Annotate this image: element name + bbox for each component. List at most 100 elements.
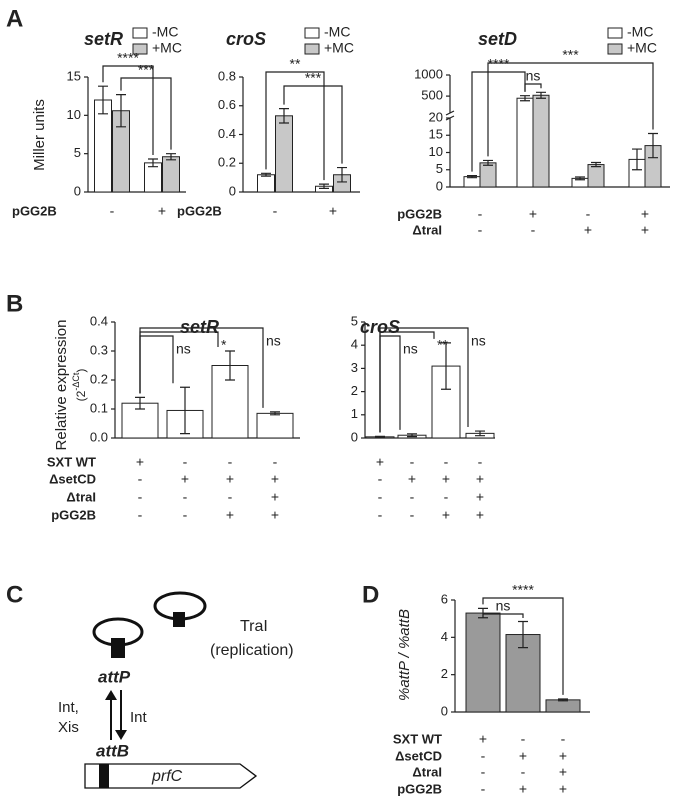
y-tick-label: 0 — [229, 183, 236, 198]
condition-sign: + — [476, 471, 484, 487]
bar — [162, 156, 180, 193]
significance-bracket — [482, 613, 524, 618]
legend-swatch — [607, 43, 623, 55]
condition-sign: - — [228, 454, 233, 470]
label: TraI — [240, 618, 268, 635]
bar — [532, 94, 550, 188]
condition-sign: - — [410, 454, 415, 470]
significance-label: ** — [290, 56, 301, 72]
significance-label: ** — [437, 337, 448, 353]
y-tick-label: 3 — [351, 360, 358, 375]
significance-label: **** — [117, 50, 139, 66]
significance-label: ns — [176, 341, 191, 357]
panel-label: C — [6, 581, 23, 608]
label: Xis — [58, 719, 79, 736]
chart-title: setR — [84, 29, 123, 49]
significance-label: ns — [496, 598, 511, 614]
error-bar — [337, 166, 347, 183]
label: attB — [96, 741, 129, 760]
diagram: TraI (replication) attP Int, Xis Int att… — [58, 591, 294, 789]
condition-sign: - — [138, 471, 143, 487]
y-tick-label: 4 — [351, 337, 358, 352]
bar — [479, 162, 497, 188]
condition-sign: + — [271, 471, 279, 487]
condition-sign: + — [442, 507, 450, 523]
condition-sign: + — [641, 206, 649, 222]
condition-sign: - — [444, 489, 449, 505]
condition-label: pGG2B — [397, 206, 442, 221]
arrowhead — [105, 690, 117, 700]
bar — [545, 699, 581, 713]
bar-chart: 0 5 10 15 setR Miller units -MC+MC pGG2B - + *****… — [12, 24, 186, 219]
y-tick-label: 5 — [436, 161, 443, 176]
significance-label: *** — [305, 70, 322, 86]
bar — [256, 412, 294, 439]
error-bar — [518, 620, 528, 649]
significance-bracket — [139, 327, 264, 408]
condition-sign: - — [586, 206, 591, 222]
significance-label: * — [221, 337, 227, 353]
y-tick-label: 0.6 — [218, 97, 236, 112]
att-site — [111, 638, 125, 658]
gene-label: prfC — [151, 768, 183, 785]
significance-bracket — [102, 65, 154, 156]
condition-sign: - — [110, 203, 115, 219]
error-bar — [632, 148, 642, 171]
legend-swatch — [132, 43, 148, 55]
error-bar — [98, 85, 108, 115]
error-bar — [148, 158, 158, 168]
error-bar — [135, 396, 145, 410]
error-bar — [536, 91, 546, 99]
y-tick-label: 15 — [67, 68, 81, 83]
error-bar — [261, 172, 271, 177]
condition-label: pGG2B — [51, 507, 96, 522]
y-axis-label: Relative expression — [53, 320, 70, 451]
condition-sign: - — [183, 507, 188, 523]
error-bar — [180, 386, 190, 435]
condition-sign: + — [136, 454, 144, 470]
legend-swatch — [304, 27, 320, 39]
significance-label: ns — [266, 333, 281, 349]
condition-sign: - — [478, 222, 483, 238]
condition-label: ΔtraI — [412, 222, 442, 237]
condition-sign: - — [378, 507, 383, 523]
condition-sign: - — [378, 489, 383, 505]
label: attP — [98, 667, 131, 686]
y-tick-label: 500 — [421, 88, 443, 103]
condition-label: ΔsetCD — [395, 748, 442, 763]
legend-label: +MC — [627, 40, 657, 56]
condition-sign: + — [442, 471, 450, 487]
y-tick-label: 6 — [441, 591, 448, 606]
panel-label: B — [6, 290, 23, 317]
y-tick-label: 10 — [67, 107, 81, 122]
significance-bracket — [379, 327, 469, 433]
error-bar — [407, 433, 417, 438]
condition-sign: + — [376, 454, 384, 470]
error-bar — [279, 108, 289, 124]
gene — [84, 763, 258, 789]
condition-label: ΔtraI — [66, 489, 96, 504]
condition-sign: + — [226, 507, 234, 523]
error-bar — [116, 94, 126, 128]
significance-bracket — [487, 62, 654, 157]
y-tick-label: 2 — [441, 666, 448, 681]
y-tick-label: 0.2 — [218, 155, 236, 170]
condition-sign: - — [378, 471, 383, 487]
bar — [275, 115, 293, 193]
error-bar — [475, 430, 485, 437]
significance-bracket — [379, 335, 401, 433]
y-tick-label: 0.4 — [90, 313, 108, 328]
y-tick-label: 0.3 — [90, 342, 108, 357]
significance-bracket — [482, 597, 564, 695]
significance-bracket — [139, 335, 174, 394]
condition-label: ΔtraI — [412, 764, 442, 779]
error-bar — [520, 95, 530, 102]
y-tick-label: 1000 — [414, 66, 443, 81]
bar — [257, 174, 275, 193]
y-tick-label: 5 — [74, 145, 81, 160]
chart-title: setR — [180, 317, 219, 337]
legend-label: +MC — [152, 40, 182, 56]
